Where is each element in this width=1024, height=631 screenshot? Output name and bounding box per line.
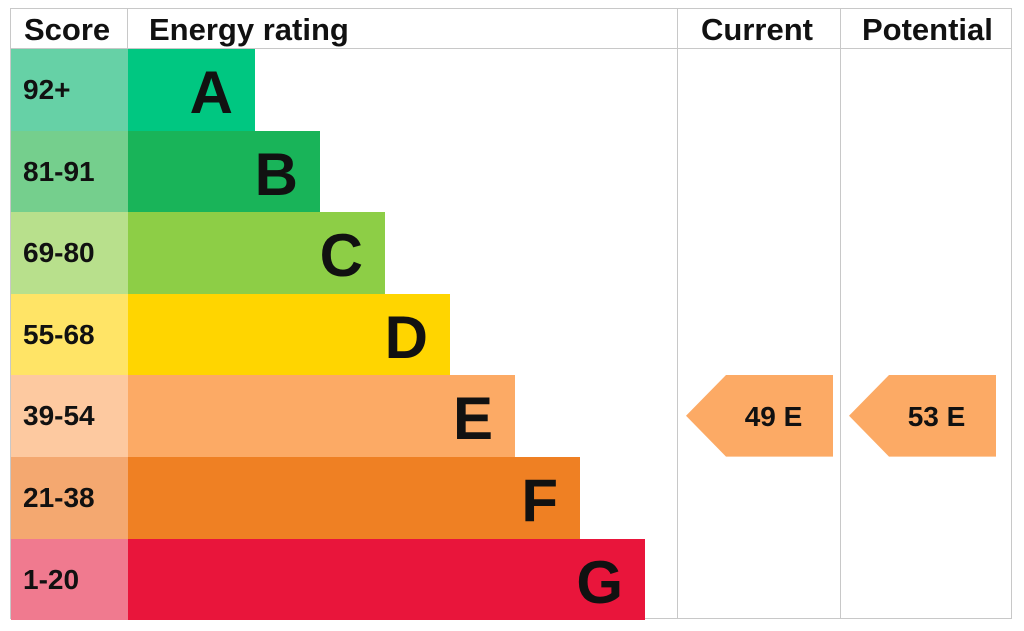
score-range-f: 21-38 — [11, 457, 128, 539]
rating-letter-b: B — [254, 140, 298, 208]
score-range-a: 92+ — [11, 49, 128, 131]
score-range-b: 81-91 — [11, 130, 128, 213]
rating-bar-f: F — [128, 457, 580, 539]
score-range-g: 1-20 — [11, 538, 128, 621]
rating-bar-b: B — [128, 130, 320, 213]
score-range-e: 39-54 — [11, 375, 128, 457]
energy-rating-header: Energy rating — [149, 12, 349, 47]
rating-bar-a: A — [128, 49, 255, 131]
current-column-divider — [677, 8, 678, 619]
rating-letter-g: G — [576, 548, 623, 616]
rating-letter-f: F — [521, 467, 558, 534]
current-header: Current — [701, 12, 813, 47]
potential-arrow-shape — [849, 375, 996, 457]
rating-letter-e: E — [452, 385, 493, 453]
score-header: Score — [24, 12, 111, 47]
rating-bar-d: D — [128, 293, 450, 376]
score-range-d: 55-68 — [11, 293, 128, 376]
current-arrow-shape — [686, 375, 833, 457]
rating-bar-g: G — [128, 538, 645, 621]
potential-rating-arrow: 53 E — [849, 375, 996, 457]
rating-letter-c: C — [319, 222, 363, 290]
score-range-c: 69-80 — [11, 212, 128, 294]
current-rating-arrow: 49 E — [686, 375, 833, 457]
current-rating-label: 49 E — [745, 401, 803, 432]
rating-letter-d: D — [384, 303, 428, 371]
potential-rating-label: 53 E — [908, 401, 966, 432]
potential-header: Potential — [862, 12, 993, 47]
potential-column-divider — [840, 8, 841, 619]
rating-bar-c: C — [128, 212, 385, 294]
rating-letter-a: A — [189, 59, 233, 126]
rating-bar-e: E — [128, 375, 515, 457]
header-divider — [10, 48, 1012, 49]
